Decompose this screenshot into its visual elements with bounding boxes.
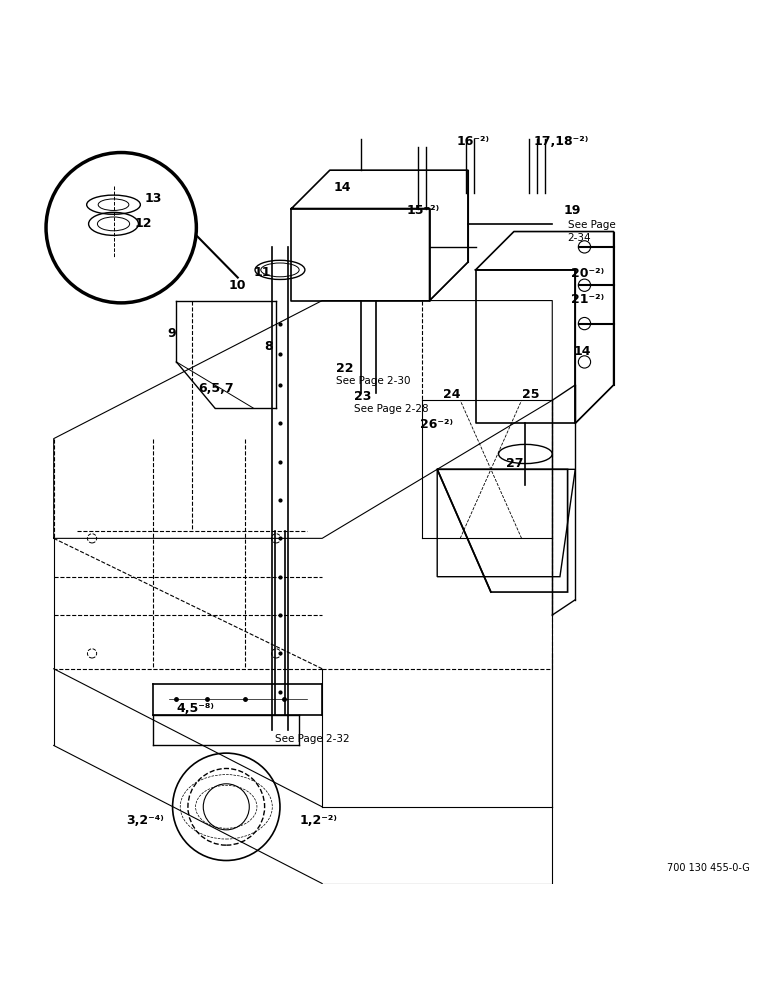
Text: 13: 13 [144,192,161,205]
Text: 22: 22 [336,362,354,375]
Text: See Page 2-30: See Page 2-30 [336,376,411,386]
Text: 26⁻²⁾: 26⁻²⁾ [419,418,452,431]
Text: See Page: See Page [567,220,615,230]
Text: 1,2⁻²⁾: 1,2⁻²⁾ [299,814,337,827]
Text: See Page 2-28: See Page 2-28 [354,404,429,414]
Text: 10: 10 [229,279,246,292]
Text: 23: 23 [354,390,372,403]
Text: 2-34: 2-34 [567,233,591,243]
Text: 11: 11 [253,266,271,279]
Text: 17,18⁻²⁾: 17,18⁻²⁾ [533,135,588,148]
Text: 20⁻²⁾: 20⁻²⁾ [571,267,604,280]
Text: 3,2⁻⁴⁾: 3,2⁻⁴⁾ [127,814,164,827]
Text: See Page 2-32: See Page 2-32 [275,734,349,744]
Text: 19: 19 [564,204,581,217]
Text: 16⁻²⁾: 16⁻²⁾ [456,135,489,148]
Text: 8: 8 [265,340,273,353]
Text: 25: 25 [522,388,539,401]
Text: 6,5,7: 6,5,7 [198,382,233,395]
Text: 700 130 455-0-G: 700 130 455-0-G [667,863,750,873]
Text: 24: 24 [443,388,461,401]
Text: 14: 14 [334,181,351,194]
Text: 21⁻²⁾: 21⁻²⁾ [571,293,604,306]
Text: 15⁻²⁾: 15⁻²⁾ [407,204,439,217]
Text: 4,5⁻⁸⁾: 4,5⁻⁸⁾ [177,702,215,715]
Text: 12: 12 [134,217,152,230]
Text: 14: 14 [574,345,591,358]
Text: 27: 27 [506,457,523,470]
Text: 9: 9 [168,327,176,340]
